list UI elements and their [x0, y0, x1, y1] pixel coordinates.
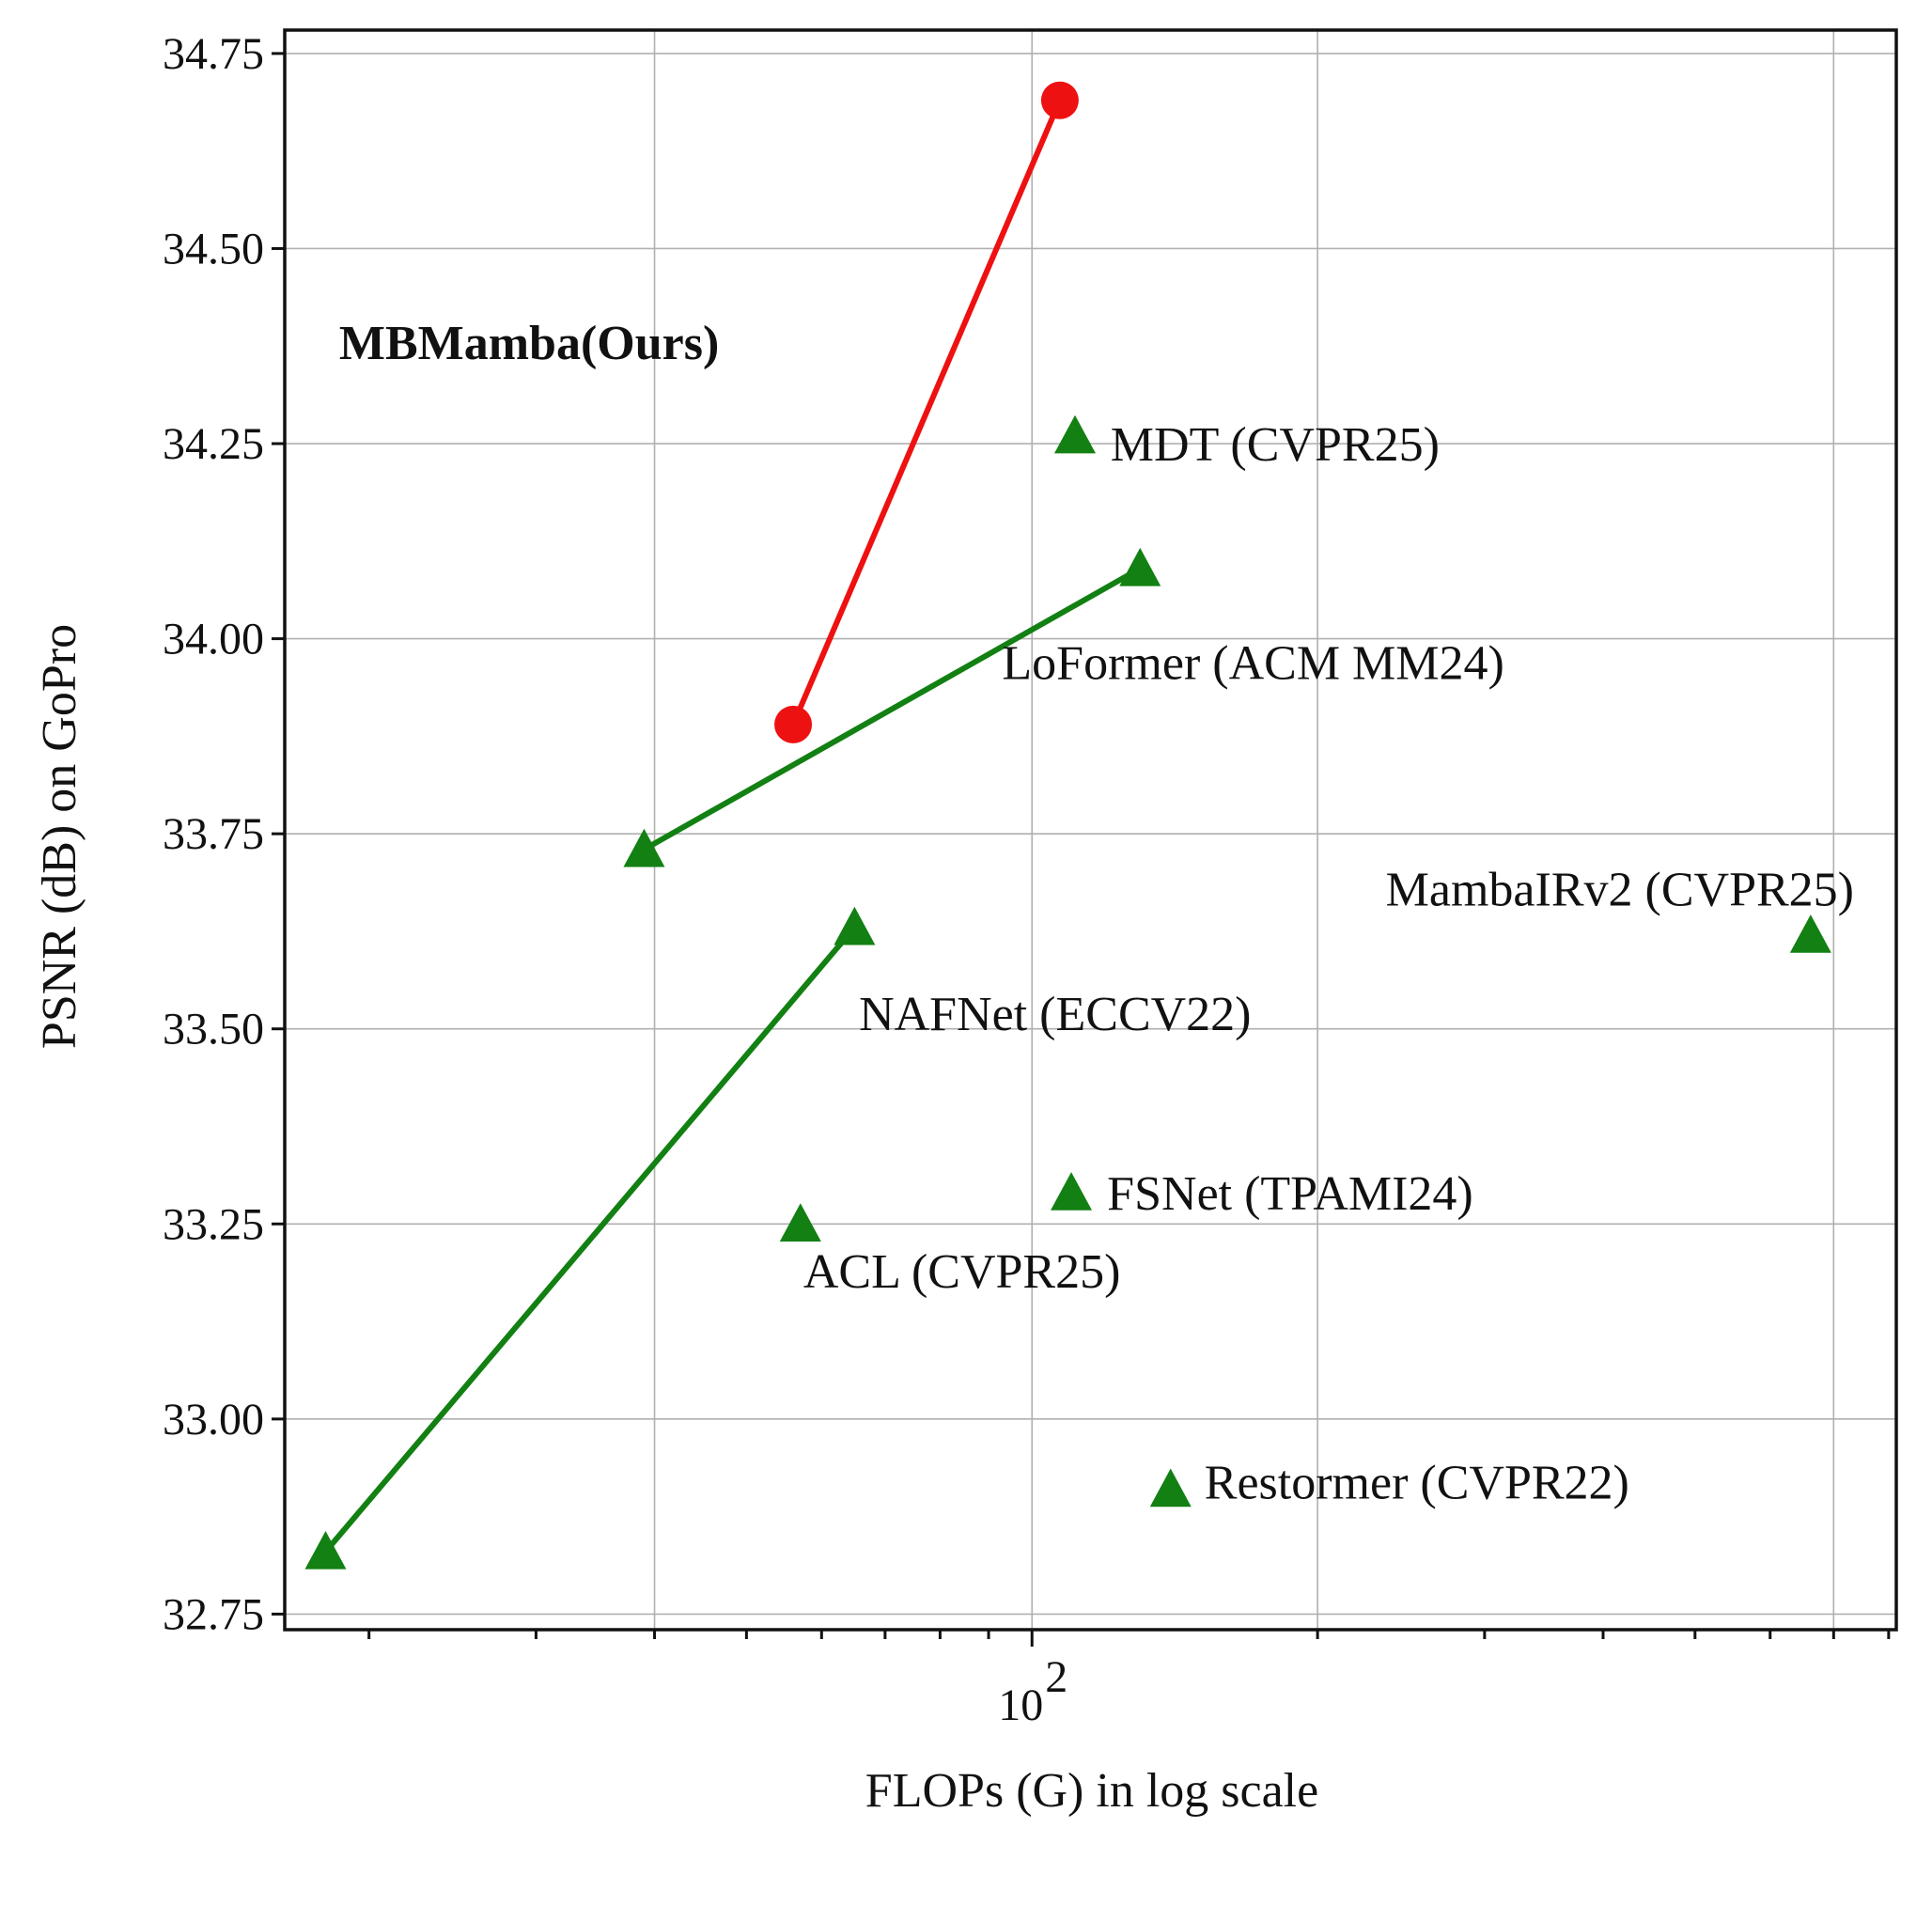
labels: MBMamba(Ours) MDT (CVPR25) LoFormer (ACM M… [339, 317, 1854, 1509]
x-tick-label-base: 10 [998, 1680, 1043, 1730]
point-label: MBMamba(Ours) [339, 317, 719, 370]
x-axis-title: FLOPs (G) in log scale [865, 1764, 1318, 1818]
data-point [623, 828, 665, 867]
y-tick-label: 33.50 [163, 1005, 264, 1055]
y-tick-label: 34.75 [163, 29, 264, 79]
data-point [834, 906, 876, 945]
y-tick-label: 34.25 [163, 419, 264, 469]
y-tick-label: 33.75 [163, 809, 264, 859]
y-tick-label: 34.50 [163, 224, 264, 273]
grid [285, 30, 1896, 1630]
y-tick-label: 33.25 [163, 1199, 264, 1249]
y-tick-label: 34.00 [163, 615, 264, 664]
point-label: MDT (CVPR25) [1111, 418, 1440, 472]
plot-frame [283, 28, 1898, 1632]
data-point [1119, 547, 1161, 586]
point-label: Restormer (CVPR22) [1205, 1456, 1629, 1509]
data-point [774, 705, 813, 743]
ticks: 32.75 33.00 33.25 33.50 33.75 34.00 34.25 34.50… [163, 29, 1891, 1730]
data-point [1051, 1172, 1093, 1211]
data-point [1149, 1468, 1192, 1508]
data-point [304, 1530, 347, 1570]
data-point [1053, 414, 1096, 454]
series-line [323, 925, 857, 1554]
series-line [790, 99, 1063, 726]
point-label: FSNet (TPAMI24) [1107, 1167, 1473, 1221]
point-label: LoFormer (ACM MM24) [1002, 636, 1504, 690]
data-point [1040, 81, 1079, 119]
y-axis-title: PSNR (dB) on GoPro [33, 624, 86, 1049]
data-point [779, 1203, 821, 1242]
point-label: MambaIRv2 (CVPR25) [1386, 863, 1854, 916]
y-tick-label: 33.00 [163, 1395, 264, 1445]
x-tick-label-exponent: 2 [1045, 1652, 1067, 1702]
series-line [642, 566, 1142, 852]
point-label: NAFNet (ECCV22) [859, 988, 1251, 1041]
data-point [1789, 914, 1831, 953]
y-tick-label: 32.75 [163, 1589, 264, 1639]
series [304, 81, 1831, 1570]
point-label: ACL (CVPR25) [803, 1245, 1121, 1299]
